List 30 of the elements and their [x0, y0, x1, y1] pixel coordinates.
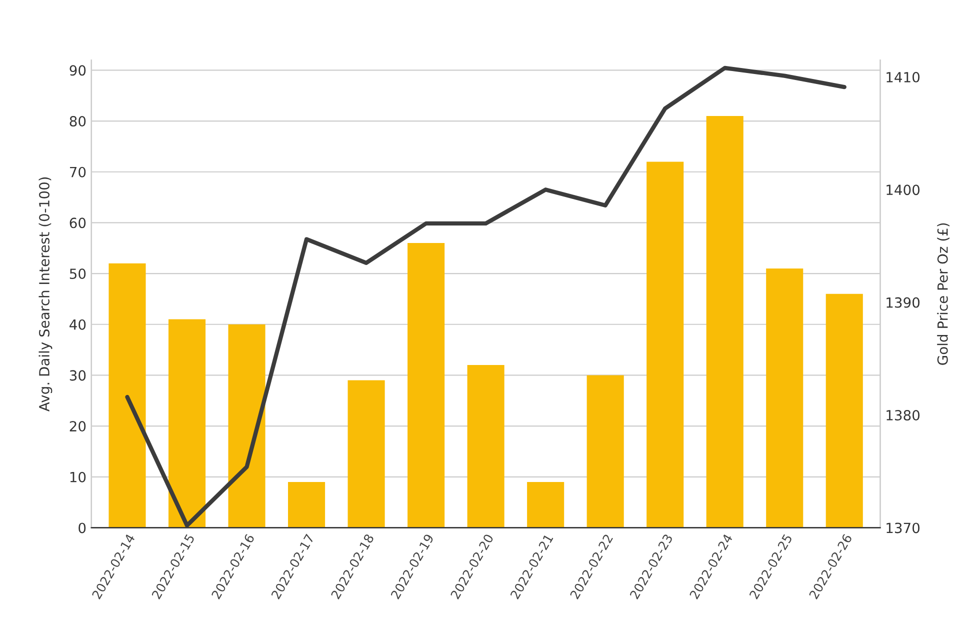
- y-tick-label: 20: [70, 421, 86, 432]
- bar: [586, 375, 624, 528]
- bar: [228, 324, 266, 528]
- y-tick-label: 70: [70, 166, 86, 178]
- y2-axis-title: Gold Price Per Oz (£): [937, 223, 950, 365]
- bar: [288, 482, 326, 528]
- bar: [706, 116, 744, 528]
- y2-tick-label: 1390: [886, 297, 920, 308]
- bar: [168, 319, 206, 528]
- bar: [408, 243, 445, 528]
- bar: [348, 380, 385, 528]
- y-tick-label: 0: [78, 522, 86, 534]
- bar: [646, 162, 684, 528]
- y2-tick-label: 1370: [886, 522, 920, 534]
- y-tick-label: 80: [70, 116, 86, 127]
- bar: [108, 263, 146, 528]
- bar: [467, 365, 504, 528]
- bar: [826, 294, 863, 528]
- y2-tick-label: 1400: [886, 184, 920, 196]
- bar: [527, 482, 564, 528]
- y-tick-label: 60: [70, 218, 86, 228]
- y2-tick-label: 1410: [886, 72, 920, 82]
- y-tick-label: 90: [70, 65, 86, 76]
- y2-tick-label: 1380: [886, 410, 920, 420]
- bar: [766, 268, 804, 528]
- y-tick-label: 30: [70, 370, 86, 381]
- y-tick-label: 10: [70, 472, 86, 482]
- y-tick-label: 50: [70, 268, 86, 280]
- y-axis-title: Avg. Daily Search Interest (0-100): [38, 177, 52, 412]
- y-tick-label: 40: [70, 319, 86, 330]
